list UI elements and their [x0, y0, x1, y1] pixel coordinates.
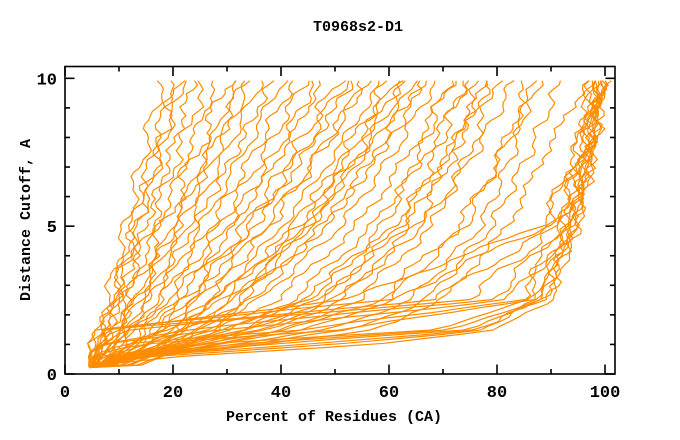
gdt-curve-21 [89, 80, 380, 369]
gdt-curve-37 [89, 80, 526, 369]
y-tick-label: 5 [47, 219, 57, 238]
tick-layer [64, 66, 615, 375]
gdt-curve-51 [86, 80, 594, 368]
gdt-curve-11 [89, 80, 275, 369]
gdt-curve-35 [89, 80, 562, 369]
gdt-curve-53 [89, 80, 423, 369]
gdt-curve-27 [89, 80, 468, 369]
x-tick-label: 100 [590, 384, 621, 403]
gdt-curve-59 [89, 80, 251, 369]
gdt-curve-6 [89, 80, 216, 369]
gdt-curve-55 [89, 80, 388, 369]
gdt-curve-39 [89, 80, 612, 369]
gdt-curve-13 [89, 80, 294, 369]
gdt-curve-34 [89, 80, 538, 369]
chart-title: T0968s2-D1 [313, 19, 403, 36]
gdt-curve-60 [89, 80, 350, 369]
gdt-curve-28 [89, 80, 480, 369]
y-tick-label: 0 [47, 367, 57, 386]
gdt-curve-1 [89, 80, 165, 368]
gdt-curve-9 [89, 80, 246, 369]
gdt-curve-31 [89, 80, 515, 369]
gdt-curve-10 [89, 80, 264, 369]
gdt-curve-57 [89, 80, 470, 369]
y-axis-label: Distance Cutoff, A [18, 139, 35, 301]
plot-border [64, 65, 616, 375]
curve-layer [86, 80, 612, 369]
gdt-curve-14 [89, 80, 310, 369]
x-tick-label: 60 [379, 384, 399, 403]
y-tick-label: 10 [37, 71, 57, 90]
x-tick-label: 80 [487, 384, 507, 403]
gdt-curve-5 [89, 80, 205, 369]
gdt-curve-46 [88, 80, 604, 368]
gdt-curve-56 [89, 80, 457, 369]
x-tick-label: 0 [60, 384, 70, 403]
x-axis-label: Percent of Residues (CA) [226, 409, 442, 426]
tick-label-layer: 0 20 40 60 80 100 0 5 10 [37, 71, 621, 403]
gdt-curve-33 [89, 80, 544, 369]
gdt-curve-15 [89, 80, 315, 369]
gdt-curve-26 [89, 80, 455, 369]
gdt-curve-32 [89, 80, 489, 369]
gdt-curve-38 [89, 80, 609, 369]
gdt-curve-40 [89, 80, 610, 368]
x-tick-label: 40 [271, 384, 291, 403]
gdt-curve-48 [88, 80, 597, 368]
gdt-curve-45 [88, 80, 607, 368]
gdt-curve-36 [89, 80, 590, 369]
gdt-curve-2 [89, 80, 175, 368]
gdt-curve-16 [89, 80, 321, 369]
gdt-curve-52 [89, 80, 402, 369]
gdt-curve-54 [89, 80, 436, 369]
x-tick-label: 20 [163, 384, 183, 403]
gdt-curve-12 [89, 80, 289, 369]
gdt-curve-58 [89, 80, 186, 368]
